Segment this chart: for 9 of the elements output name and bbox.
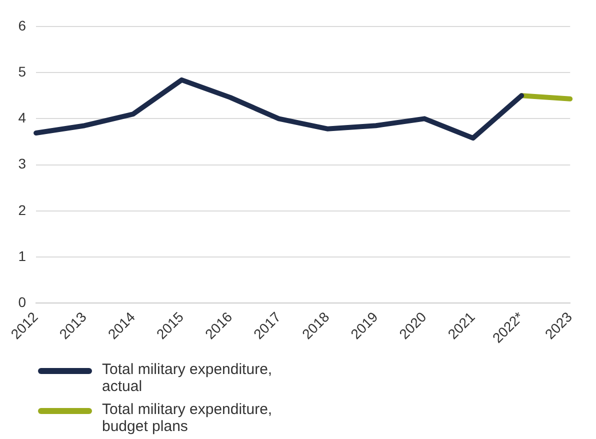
legend-label: Total military expenditure, actual [102,361,274,395]
y-tick-label: 5 [18,63,26,80]
y-tick-label: 4 [18,110,26,126]
y-tick-label: 3 [18,156,26,172]
y-tick-label: 0 [18,294,26,310]
y-tick-label: 6 [18,17,26,34]
y-tick-label: 1 [18,248,26,264]
y-tick-label: 2 [18,202,26,218]
legend-label: Total military expenditure, budget plans [102,401,274,435]
